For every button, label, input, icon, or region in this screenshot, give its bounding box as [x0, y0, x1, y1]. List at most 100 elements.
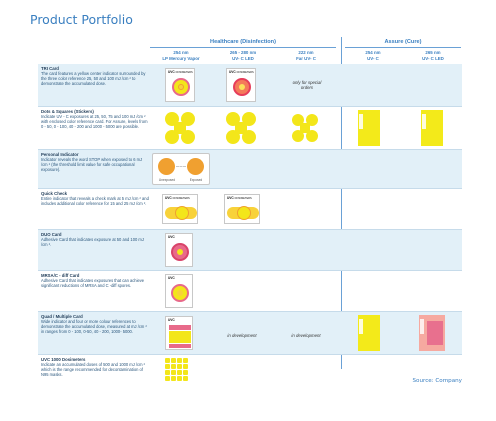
column-header-line1: 222 nm	[298, 50, 314, 55]
dosimeter-square	[183, 370, 188, 375]
row-description: Personal Indicator Indicator reveals the…	[41, 152, 149, 173]
tri-card-image-254: UVC DOSIMETERS	[165, 68, 195, 102]
row-personal-indicator	[38, 150, 462, 188]
column-header-line2: Far UV- C	[296, 55, 316, 61]
column-header-265-assure: 265 nm UV- C LED	[405, 50, 461, 61]
product-description: Adhesive Card that indicates exposure at…	[41, 236, 144, 247]
group-underline-assure	[345, 47, 461, 48]
center-indicator	[177, 290, 183, 296]
dots-stickers-far	[292, 114, 318, 142]
exposed-label: Exposed	[189, 178, 203, 182]
quad-card-image: UVC	[165, 316, 193, 350]
product-description: Indicator reveals the word STOP when exp…	[41, 156, 143, 172]
dosimeter-square	[165, 370, 170, 375]
brand-text: DOSIMETERS	[236, 71, 254, 74]
row-divider	[38, 354, 462, 355]
group-divider	[341, 37, 342, 369]
column-header-line1: 254 nm	[365, 50, 381, 55]
logo-text: UVC	[168, 276, 175, 280]
product-description: Entire indicator that reveals a check ma…	[41, 195, 149, 206]
source-note: Source: Company	[412, 378, 463, 384]
tri-card-image-led: UVC DOSIMETERS	[226, 68, 256, 102]
logo-text: UVC	[168, 235, 175, 239]
brand-text: DOSIMETERS	[172, 197, 190, 200]
brand-text: DOSIMETERS	[175, 71, 193, 74]
uvc-logo: UVC DOSIMETERS	[227, 196, 252, 201]
uvc-logo: UVC	[168, 318, 175, 322]
column-header-254-lp: 254 nm LP Mercury Vapor	[153, 50, 209, 61]
product-description: Wide indicator and four or more colour r…	[41, 318, 147, 334]
dosimeter-square	[171, 370, 176, 375]
logo-text: UVC	[168, 318, 175, 322]
row-duo-card	[38, 230, 462, 270]
color-reference-strip	[169, 325, 191, 330]
personal-indicator-image: Unexposed Exposed	[152, 153, 210, 185]
column-header-254-uvc: 254 nm UV- C	[346, 50, 400, 61]
uvc-logo: UVC DOSIMETERS	[229, 70, 254, 75]
logo-text: UVC	[168, 70, 175, 74]
dosimeter-square	[177, 376, 182, 381]
sticker-center	[300, 123, 310, 133]
center-indicator	[177, 249, 183, 255]
logo-text: UVC	[227, 196, 234, 200]
row-description: Quad / Multiple Card Wide indicator and …	[41, 314, 149, 335]
row-description: TRI Card The card features a yellow cent…	[41, 66, 149, 87]
dosimeter-square	[183, 364, 188, 369]
row-divider	[38, 188, 462, 189]
assure-quad-sheet-254	[358, 315, 380, 351]
check-circle	[237, 206, 251, 220]
product-name: MRSA/C - diff Card	[41, 273, 80, 278]
sheet-strip	[420, 319, 424, 334]
uvc-logo: UVC DOSIMETERS	[165, 196, 190, 201]
uvc-logo: UVC	[168, 235, 175, 239]
dosimeter-square	[171, 364, 176, 369]
uvc-logo: UVC DOSIMETERS	[168, 70, 193, 75]
row-divider	[38, 311, 462, 312]
unexposed-indicator	[158, 158, 175, 175]
unexposed-label: Unexposed	[158, 178, 176, 182]
row-description: DUO Card Adhesive Card that indicates ex…	[41, 232, 149, 248]
assure-sticker-sheet-265	[421, 110, 443, 146]
row-description: Dots & Squares (Stickers) Indicate UV - …	[41, 109, 149, 130]
duo-card-image: UVC	[165, 233, 193, 267]
quick-check-image-led: UVC DOSIMETERS	[224, 194, 260, 224]
product-name: TRI Card	[41, 66, 59, 71]
assure-quad-sheet-265	[419, 315, 445, 351]
dots-stickers-led	[226, 112, 256, 144]
product-name: Dots & Squares (Stickers)	[41, 109, 94, 114]
logo-text: UVC	[165, 196, 172, 200]
product-name: Personal Indicator	[41, 152, 79, 157]
exposed-indicator	[187, 158, 204, 175]
special-orders-note: only for special orders	[292, 80, 322, 90]
dosimeter-square	[165, 364, 170, 369]
product-name: Quick Check	[41, 191, 68, 196]
far-development-note: in development	[291, 333, 321, 338]
column-header-line1: 265 nm	[425, 50, 441, 55]
column-header-line2: UV- C LED	[422, 55, 444, 61]
column-header-265-led: 265 - 280 nm UV- C LED	[213, 50, 273, 61]
center-indicator	[178, 84, 184, 90]
quick-check-image-254: UVC DOSIMETERS	[162, 194, 198, 224]
brand-text: DOSIMETERS	[234, 197, 252, 200]
row-description: Quick Check Entire indicator that reveal…	[41, 191, 149, 207]
column-header-line1: 254 nm	[173, 50, 189, 55]
logo-text: UVC	[229, 70, 236, 74]
product-description: Indicate UV - C exposures at 25, 50, 75 …	[41, 113, 148, 129]
row-divider	[38, 270, 462, 271]
dosimeter-square	[183, 358, 188, 363]
sticker-center	[235, 122, 247, 134]
sheet-pink-block	[427, 321, 443, 345]
product-description: Adhesive Card that indicates exposures t…	[41, 277, 145, 288]
dosimeter-square	[165, 358, 170, 363]
product-name: UVC 1000 Dosimeters	[41, 357, 86, 362]
check-circle	[175, 206, 189, 220]
dosimeter-square	[177, 358, 182, 363]
group-header-assure: Assure (Cure)	[384, 39, 422, 45]
row-quad-card	[38, 312, 462, 354]
sheet-strip	[359, 319, 363, 334]
row-divider	[38, 106, 462, 107]
indicator-strip	[169, 331, 191, 343]
dosimeter-square	[165, 376, 170, 381]
sheet-strip	[422, 114, 426, 129]
dosimeter-square	[177, 364, 182, 369]
